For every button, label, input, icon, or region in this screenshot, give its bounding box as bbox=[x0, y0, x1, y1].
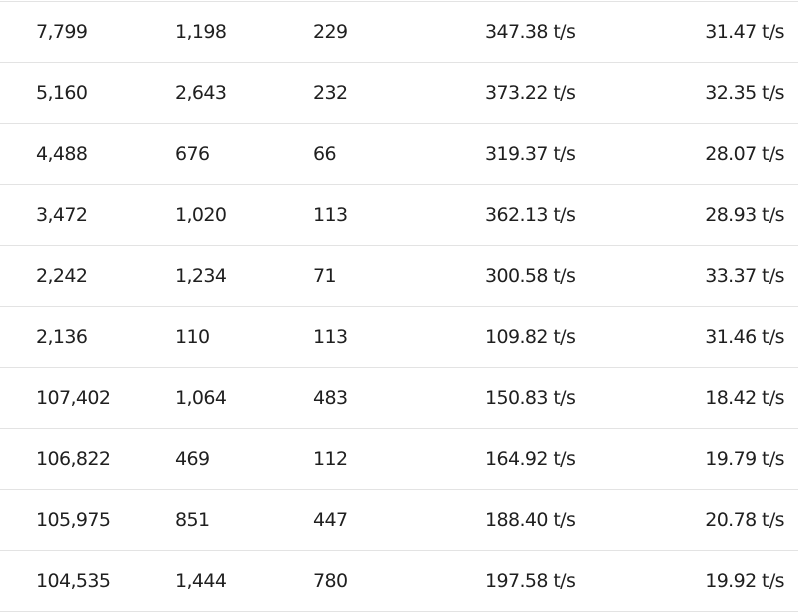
decode-speed: 31.47 t/s bbox=[705, 21, 784, 43]
table-row: 106,822 469 112 164.92 t/s 19.79 t/s bbox=[0, 428, 798, 489]
output-tokens: 1,444 bbox=[175, 570, 227, 592]
decode-speed: 20.78 t/s bbox=[705, 509, 784, 531]
cached-tokens: 66 bbox=[313, 143, 337, 165]
cached-tokens: 113 bbox=[313, 326, 348, 348]
output-tokens: 110 bbox=[175, 326, 210, 348]
input-tokens: 3,472 bbox=[36, 204, 88, 226]
table-row: 104,535 1,444 780 197.58 t/s 19.92 t/s bbox=[0, 550, 798, 612]
table-row: 4,488 676 66 319.37 t/s 28.07 t/s bbox=[0, 123, 798, 184]
output-tokens: 1,234 bbox=[175, 265, 227, 287]
table-row: 2,136 110 113 109.82 t/s 31.46 t/s bbox=[0, 306, 798, 367]
decode-speed: 28.93 t/s bbox=[705, 204, 784, 226]
table-row: 7,799 1,198 229 347.38 t/s 31.47 t/s bbox=[0, 1, 798, 62]
input-tokens: 107,402 bbox=[36, 387, 111, 409]
input-tokens: 5,160 bbox=[36, 82, 88, 104]
prefill-speed: 362.13 t/s bbox=[485, 204, 576, 226]
prefill-speed: 197.58 t/s bbox=[485, 570, 576, 592]
prefill-speed: 109.82 t/s bbox=[485, 326, 576, 348]
prefill-speed: 347.38 t/s bbox=[485, 21, 576, 43]
cached-tokens: 71 bbox=[313, 265, 337, 287]
output-tokens: 2,643 bbox=[175, 82, 227, 104]
cached-tokens: 229 bbox=[313, 21, 348, 43]
output-tokens: 1,020 bbox=[175, 204, 227, 226]
cached-tokens: 112 bbox=[313, 448, 348, 470]
table-row: 105,975 851 447 188.40 t/s 20.78 t/s bbox=[0, 489, 798, 550]
output-tokens: 469 bbox=[175, 448, 210, 470]
input-tokens: 104,535 bbox=[36, 570, 111, 592]
decode-speed: 32.35 t/s bbox=[705, 82, 784, 104]
table-row: 2,242 1,234 71 300.58 t/s 33.37 t/s bbox=[0, 245, 798, 306]
input-tokens: 2,136 bbox=[36, 326, 88, 348]
output-tokens: 676 bbox=[175, 143, 210, 165]
input-tokens: 2,242 bbox=[36, 265, 88, 287]
cached-tokens: 447 bbox=[313, 509, 348, 531]
decode-speed: 33.37 t/s bbox=[705, 265, 784, 287]
input-tokens: 7,799 bbox=[36, 21, 88, 43]
output-tokens: 1,064 bbox=[175, 387, 227, 409]
decode-speed: 28.07 t/s bbox=[705, 143, 784, 165]
input-tokens: 4,488 bbox=[36, 143, 88, 165]
prefill-speed: 373.22 t/s bbox=[485, 82, 576, 104]
prefill-speed: 319.37 t/s bbox=[485, 143, 576, 165]
output-tokens: 1,198 bbox=[175, 21, 227, 43]
decode-speed: 19.79 t/s bbox=[705, 448, 784, 470]
prefill-speed: 150.83 t/s bbox=[485, 387, 576, 409]
table-row: 107,402 1,064 483 150.83 t/s 18.42 t/s bbox=[0, 367, 798, 428]
decode-speed: 18.42 t/s bbox=[705, 387, 784, 409]
decode-speed: 31.46 t/s bbox=[705, 326, 784, 348]
cached-tokens: 113 bbox=[313, 204, 348, 226]
input-tokens: 105,975 bbox=[36, 509, 111, 531]
cached-tokens: 232 bbox=[313, 82, 348, 104]
prefill-speed: 164.92 t/s bbox=[485, 448, 576, 470]
decode-speed: 19.92 t/s bbox=[705, 570, 784, 592]
prefill-speed: 188.40 t/s bbox=[485, 509, 576, 531]
input-tokens: 106,822 bbox=[36, 448, 111, 470]
cached-tokens: 483 bbox=[313, 387, 348, 409]
cached-tokens: 780 bbox=[313, 570, 348, 592]
table-row: 3,472 1,020 113 362.13 t/s 28.93 t/s bbox=[0, 184, 798, 245]
table-row: 5,160 2,643 232 373.22 t/s 32.35 t/s bbox=[0, 62, 798, 123]
output-tokens: 851 bbox=[175, 509, 210, 531]
prefill-speed: 300.58 t/s bbox=[485, 265, 576, 287]
